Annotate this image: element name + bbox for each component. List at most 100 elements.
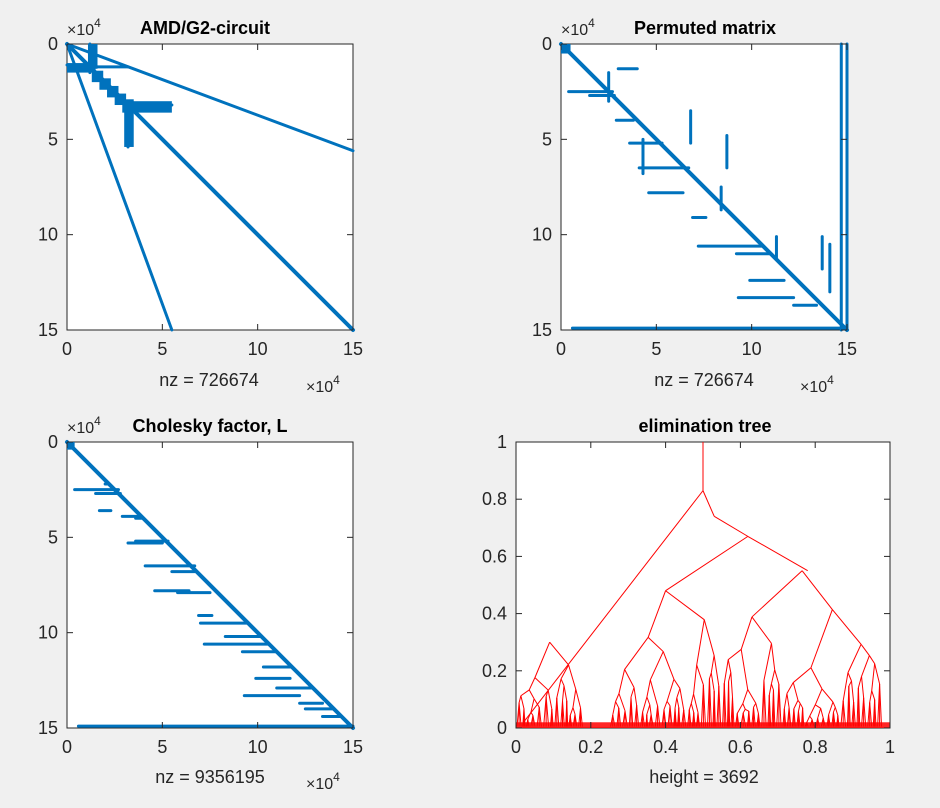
- x-axis-label-4: height = 3692: [649, 767, 759, 787]
- tree-edge-233: [831, 609, 862, 645]
- tree-edge-247: [797, 699, 801, 704]
- tree-edge-146: [690, 703, 695, 713]
- tree-edge-105: [646, 704, 651, 715]
- x-tick-label-0: 0: [556, 339, 566, 359]
- spy-marks-1: [65, 42, 355, 332]
- tree-edge-191: [742, 689, 749, 704]
- tree-edge-234: [792, 667, 812, 683]
- x-exponent-label-2: ×104: [800, 373, 834, 396]
- tree-edge-106: [649, 704, 652, 715]
- y-tick-label-0: 0: [48, 34, 58, 54]
- tree-edge-159: [710, 655, 715, 674]
- tree-edge-179: [727, 659, 732, 673]
- tree-edge-329: [879, 683, 883, 727]
- tree-edge-272: [820, 708, 824, 719]
- spy-block-7: [124, 101, 172, 113]
- tree-edge-320: [871, 690, 876, 700]
- tree-edge-7: [549, 641, 569, 666]
- x-tick-label-2: 10: [742, 339, 762, 359]
- tree-edge-5: [747, 535, 808, 572]
- tree-edge-70: [665, 590, 705, 621]
- x-tick-label-3: 15: [343, 737, 363, 757]
- tree-edge-318: [874, 663, 881, 684]
- x-tick-label-1: 5: [157, 737, 167, 757]
- spy-segment-1: [65, 42, 174, 332]
- tree-edge-219: [770, 669, 776, 684]
- y-tick-label-2: 10: [532, 225, 552, 245]
- panel-elimination-tree: 0 0.2 0.4 0.6 0.8 1 0 0.2 0.4 0.6 0.8 1 elimination…: [482, 416, 895, 787]
- tree-edge-308: [868, 655, 876, 664]
- tree-edge-6: [534, 642, 551, 678]
- tree-edge-100: [642, 696, 648, 713]
- tree-edge-251: [797, 703, 801, 712]
- y-tick-label-0: 0: [497, 718, 507, 738]
- tree-edge-162: [710, 672, 715, 692]
- tree-edge-175: [751, 616, 772, 644]
- x-axis-label-3: nz = 9356195: [155, 767, 265, 787]
- tree-edge-3: [713, 515, 749, 537]
- tree-edge-298: [842, 700, 847, 727]
- tree-edge-9: [534, 677, 549, 691]
- tree-edge-193: [736, 703, 744, 714]
- x-tick-label-3: 0.6: [728, 737, 753, 757]
- tree-edge-76: [618, 693, 626, 711]
- tree-edge-12: [518, 695, 522, 703]
- tree-edge-184: [730, 672, 733, 698]
- tree-edge-142: [696, 664, 704, 686]
- spy-segment-0: [65, 42, 355, 332]
- tree-edge-101: [646, 696, 651, 705]
- y-tick-label-2: 0.4: [482, 604, 507, 624]
- x-tick-label-1: 5: [157, 339, 167, 359]
- tree-edge-300: [851, 680, 855, 703]
- tree-edge-10: [520, 689, 530, 697]
- y-tick-label-5: 1: [497, 432, 507, 452]
- tree-edge-261: [809, 704, 816, 717]
- y-tick-label-1: 5: [542, 129, 552, 149]
- tree-edge-55: [566, 700, 569, 727]
- tree-edge-34: [547, 689, 553, 710]
- tree-edge-37: [545, 696, 550, 727]
- tree-edge-8: [528, 677, 536, 691]
- tree-edge-280: [832, 701, 836, 708]
- tree-edge-239: [786, 693, 790, 708]
- tree-edge-75: [615, 693, 620, 702]
- tree-edge-158: [702, 684, 706, 727]
- tree-edge-299: [848, 680, 852, 687]
- y-exponent-label-2: ×104: [561, 16, 595, 39]
- tree-edge-218: [763, 680, 767, 727]
- tree-edge-96: [649, 651, 664, 681]
- tree-edge-231: [778, 684, 782, 727]
- tree-edge-33: [545, 689, 549, 697]
- tree-edge-307: [861, 655, 870, 677]
- tree-edge-41: [560, 664, 570, 680]
- tree-edge-44: [560, 678, 565, 686]
- tree-edge-260: [821, 688, 834, 703]
- tree-edge-207: [755, 703, 759, 714]
- x-tick-label-2: 0.4: [653, 737, 678, 757]
- tree-edge-48: [562, 685, 565, 701]
- tree-edge-141: [693, 664, 698, 695]
- y-tick-label-1: 5: [48, 129, 58, 149]
- tree-edge-285: [834, 707, 839, 716]
- spy-marks-3: [65, 440, 355, 730]
- tree-leaf-band: [516, 722, 890, 728]
- chart-title-1: AMD/G2-circuit: [140, 18, 270, 38]
- tree-edge-182: [723, 683, 727, 727]
- tree-edge-74: [624, 669, 635, 688]
- x-tick-label-0: 0: [62, 737, 72, 757]
- tree-edge-178: [723, 659, 729, 684]
- y-tick-label-1: 0.2: [482, 661, 507, 681]
- tree-edge-319: [869, 690, 873, 703]
- tree-edge-295: [847, 672, 852, 682]
- tree-edge-56: [572, 689, 577, 708]
- tree-edge-279: [828, 701, 834, 716]
- tree-edge-143: [690, 693, 695, 704]
- tree-edge-2: [702, 490, 715, 517]
- y-tick-label-3: 15: [38, 718, 58, 738]
- tree-edge-71: [624, 637, 649, 670]
- tree-edge-42: [568, 664, 577, 690]
- tree-edge-172: [751, 570, 803, 618]
- y-tick-label-3: 15: [532, 320, 552, 340]
